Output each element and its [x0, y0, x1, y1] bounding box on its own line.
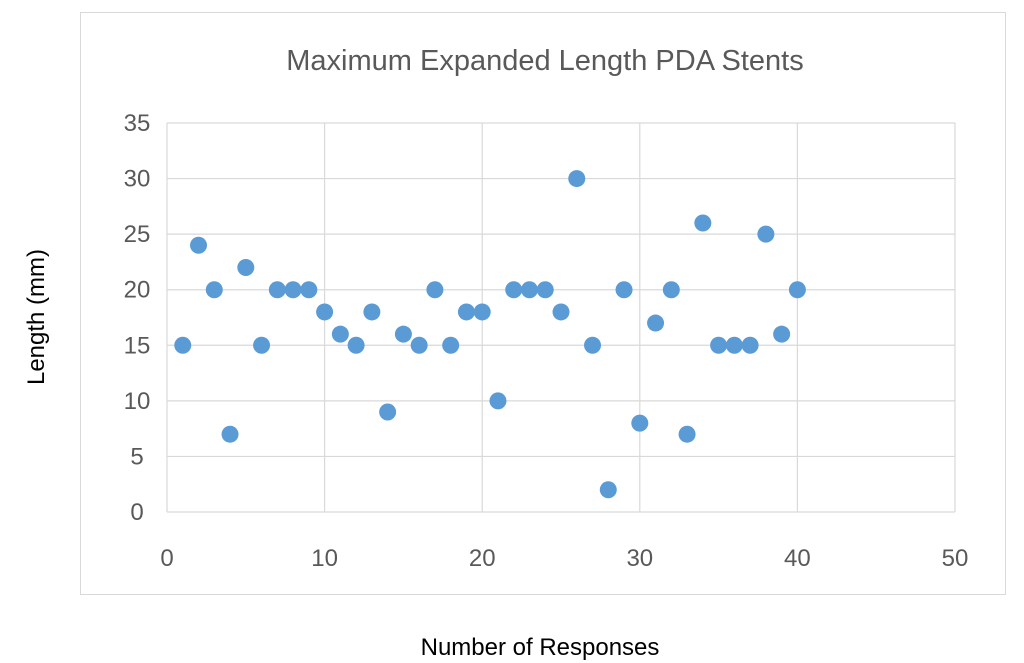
data-point: [300, 281, 318, 299]
data-point: [237, 258, 255, 276]
data-point: [773, 325, 791, 343]
data-point: [615, 281, 633, 299]
data-point: [757, 225, 775, 243]
data-point: [725, 336, 743, 354]
data-point: [379, 403, 397, 421]
data-point: [410, 336, 428, 354]
y-tick-label: 15: [124, 332, 151, 359]
y-tick-label: 0: [130, 499, 143, 526]
y-tick-label: 5: [130, 443, 143, 470]
data-point: [710, 336, 728, 354]
data-point: [788, 281, 806, 299]
x-tick-label: 50: [942, 545, 969, 572]
data-point: [426, 281, 444, 299]
y-tick-label: 25: [124, 221, 151, 248]
x-tick-label: 20: [469, 545, 496, 572]
y-tick-label: 35: [124, 110, 151, 137]
data-point: [457, 303, 475, 321]
data-point: [520, 281, 538, 299]
x-tick-label: 0: [160, 545, 173, 572]
data-point: [253, 336, 271, 354]
data-point: [221, 425, 239, 443]
data-point: [284, 281, 302, 299]
data-point: [505, 281, 523, 299]
data-point: [662, 281, 680, 299]
data-point: [694, 214, 712, 232]
data-point: [741, 336, 759, 354]
data-point: [394, 325, 412, 343]
data-point: [268, 281, 286, 299]
data-point: [552, 303, 570, 321]
data-point: [331, 325, 349, 343]
data-point: [174, 336, 192, 354]
x-tick-label: 30: [626, 545, 653, 572]
x-tick-label: 40: [784, 545, 811, 572]
data-point: [473, 303, 491, 321]
data-point: [316, 303, 334, 321]
y-tick-label: 20: [124, 277, 151, 304]
data-point: [631, 414, 649, 432]
data-points: [174, 170, 806, 499]
data-point: [205, 281, 223, 299]
x-axis-ticks: 0 10 20 30 40 50: [160, 545, 968, 572]
data-point: [568, 170, 586, 188]
data-point: [647, 314, 665, 332]
y-tick-label: 30: [124, 166, 151, 193]
data-point: [536, 281, 554, 299]
y-axis-ticks: 0 5 10 15 20 25 30 35: [124, 110, 151, 526]
data-point: [347, 336, 365, 354]
x-axis-label: Number of Responses: [421, 634, 660, 661]
chart-area: [80, 12, 1006, 595]
data-point: [442, 336, 460, 354]
data-point: [363, 303, 381, 321]
chart-title: Maximum Expanded Length PDA Stents: [286, 45, 803, 77]
y-tick-label: 10: [124, 388, 151, 415]
data-point: [489, 392, 507, 410]
data-point: [584, 336, 602, 354]
data-point: [599, 481, 617, 499]
x-tick-label: 10: [311, 545, 338, 572]
data-point: [190, 236, 208, 254]
y-axis-label: Length (mm): [23, 249, 50, 385]
data-point: [678, 425, 696, 443]
